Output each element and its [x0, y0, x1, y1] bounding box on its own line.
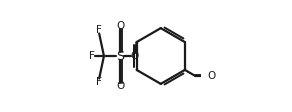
Text: F: F	[89, 51, 95, 61]
Text: S: S	[116, 50, 124, 62]
Text: O: O	[207, 71, 215, 81]
Text: F: F	[95, 25, 101, 35]
Text: F: F	[95, 77, 101, 87]
Text: O: O	[131, 51, 139, 61]
Text: O: O	[116, 81, 124, 91]
Text: O: O	[116, 21, 124, 31]
